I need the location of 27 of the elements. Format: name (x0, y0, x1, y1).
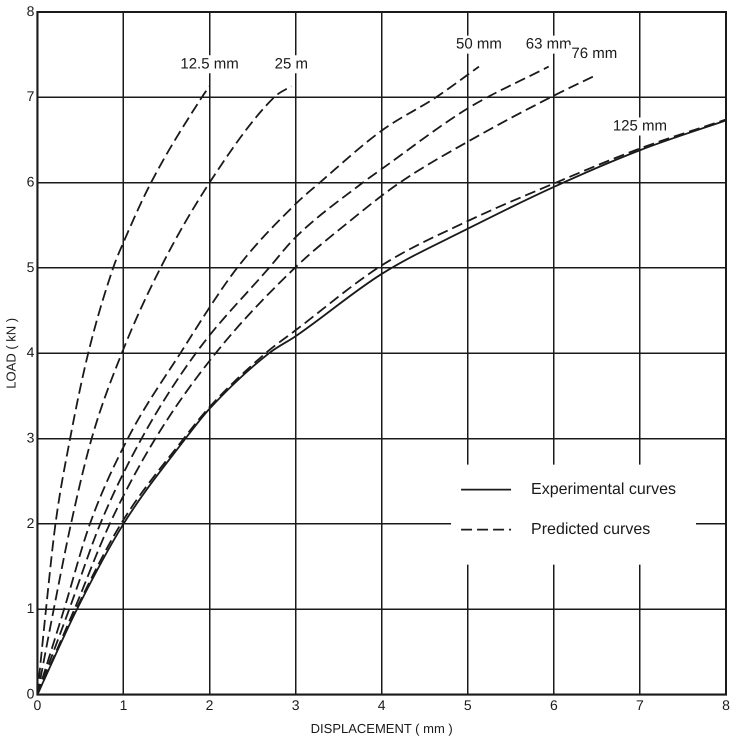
y-tick-label: 0 (26, 685, 35, 702)
x-tick-label: 6 (550, 696, 558, 713)
y-tick-label: 1 (26, 600, 35, 616)
x-tick-label: 1 (120, 696, 128, 713)
annotation: 125 mm (612, 118, 668, 135)
y-tick-label: 4 (26, 344, 35, 360)
annotation: 76 mm (571, 45, 618, 62)
x-tick-label: 8 (722, 696, 730, 713)
x-tick-label: 5 (464, 696, 472, 713)
y-axis-title: LOAD ( kN ) (3, 318, 18, 389)
x-tick-label: 7 (636, 696, 644, 713)
annotation: 12.5 mm (180, 55, 239, 72)
x-tick-label: 3 (292, 696, 300, 713)
y-tick-label: 8 (26, 2, 35, 19)
y-tick-label: 3 (26, 429, 35, 446)
x-tick-label: 2 (206, 696, 214, 713)
legend-label: Experimental curves (531, 481, 676, 498)
legend-label: Predicted curves (531, 521, 650, 538)
annotation: 63 mm (526, 36, 572, 53)
annotation: 25 m (274, 55, 308, 72)
y-tick-label: 6 (26, 174, 35, 190)
y-tick-label: 5 (26, 258, 35, 275)
y-tick-label: 7 (26, 88, 35, 104)
y-tick-label: 2 (26, 514, 35, 531)
x-axis-title: DISPLACEMENT ( mm ) (310, 720, 453, 736)
x-tick-label: 4 (378, 696, 386, 713)
annotation: 50 mm (456, 36, 502, 53)
